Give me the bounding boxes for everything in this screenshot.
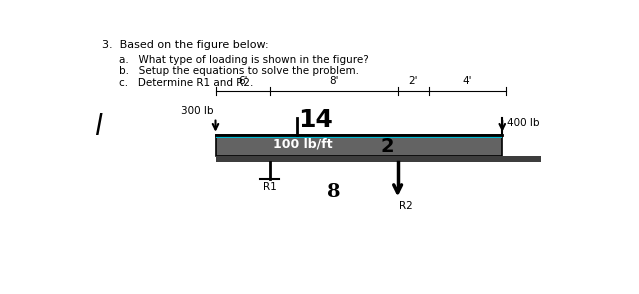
Text: 4': 4': [463, 76, 472, 86]
Text: 3.  Based on the figure below:: 3. Based on the figure below:: [102, 40, 268, 50]
Text: 8': 8': [329, 76, 339, 86]
Bar: [215, 156, 541, 162]
Text: 400 lb: 400 lb: [507, 118, 539, 128]
Text: 14: 14: [298, 108, 334, 131]
Text: 300 lb: 300 lb: [181, 106, 213, 116]
Text: l: l: [94, 113, 102, 141]
Text: b.   Setup the equations to solve the problem.: b. Setup the equations to solve the prob…: [119, 66, 358, 76]
Text: 2: 2: [381, 137, 394, 156]
Text: 6': 6': [238, 76, 247, 86]
Text: R2: R2: [399, 201, 413, 211]
Text: 2': 2': [408, 76, 418, 86]
Text: 8: 8: [327, 183, 341, 201]
Text: c.   Determine R1 and R2.: c. Determine R1 and R2.: [119, 78, 253, 88]
Text: 100 lb/ft: 100 lb/ft: [273, 137, 332, 150]
Bar: [215, 135, 502, 138]
Text: a.   What type of loading is shown in the figure?: a. What type of loading is shown in the …: [119, 54, 368, 64]
Bar: [215, 135, 502, 156]
Text: R1: R1: [263, 182, 277, 192]
